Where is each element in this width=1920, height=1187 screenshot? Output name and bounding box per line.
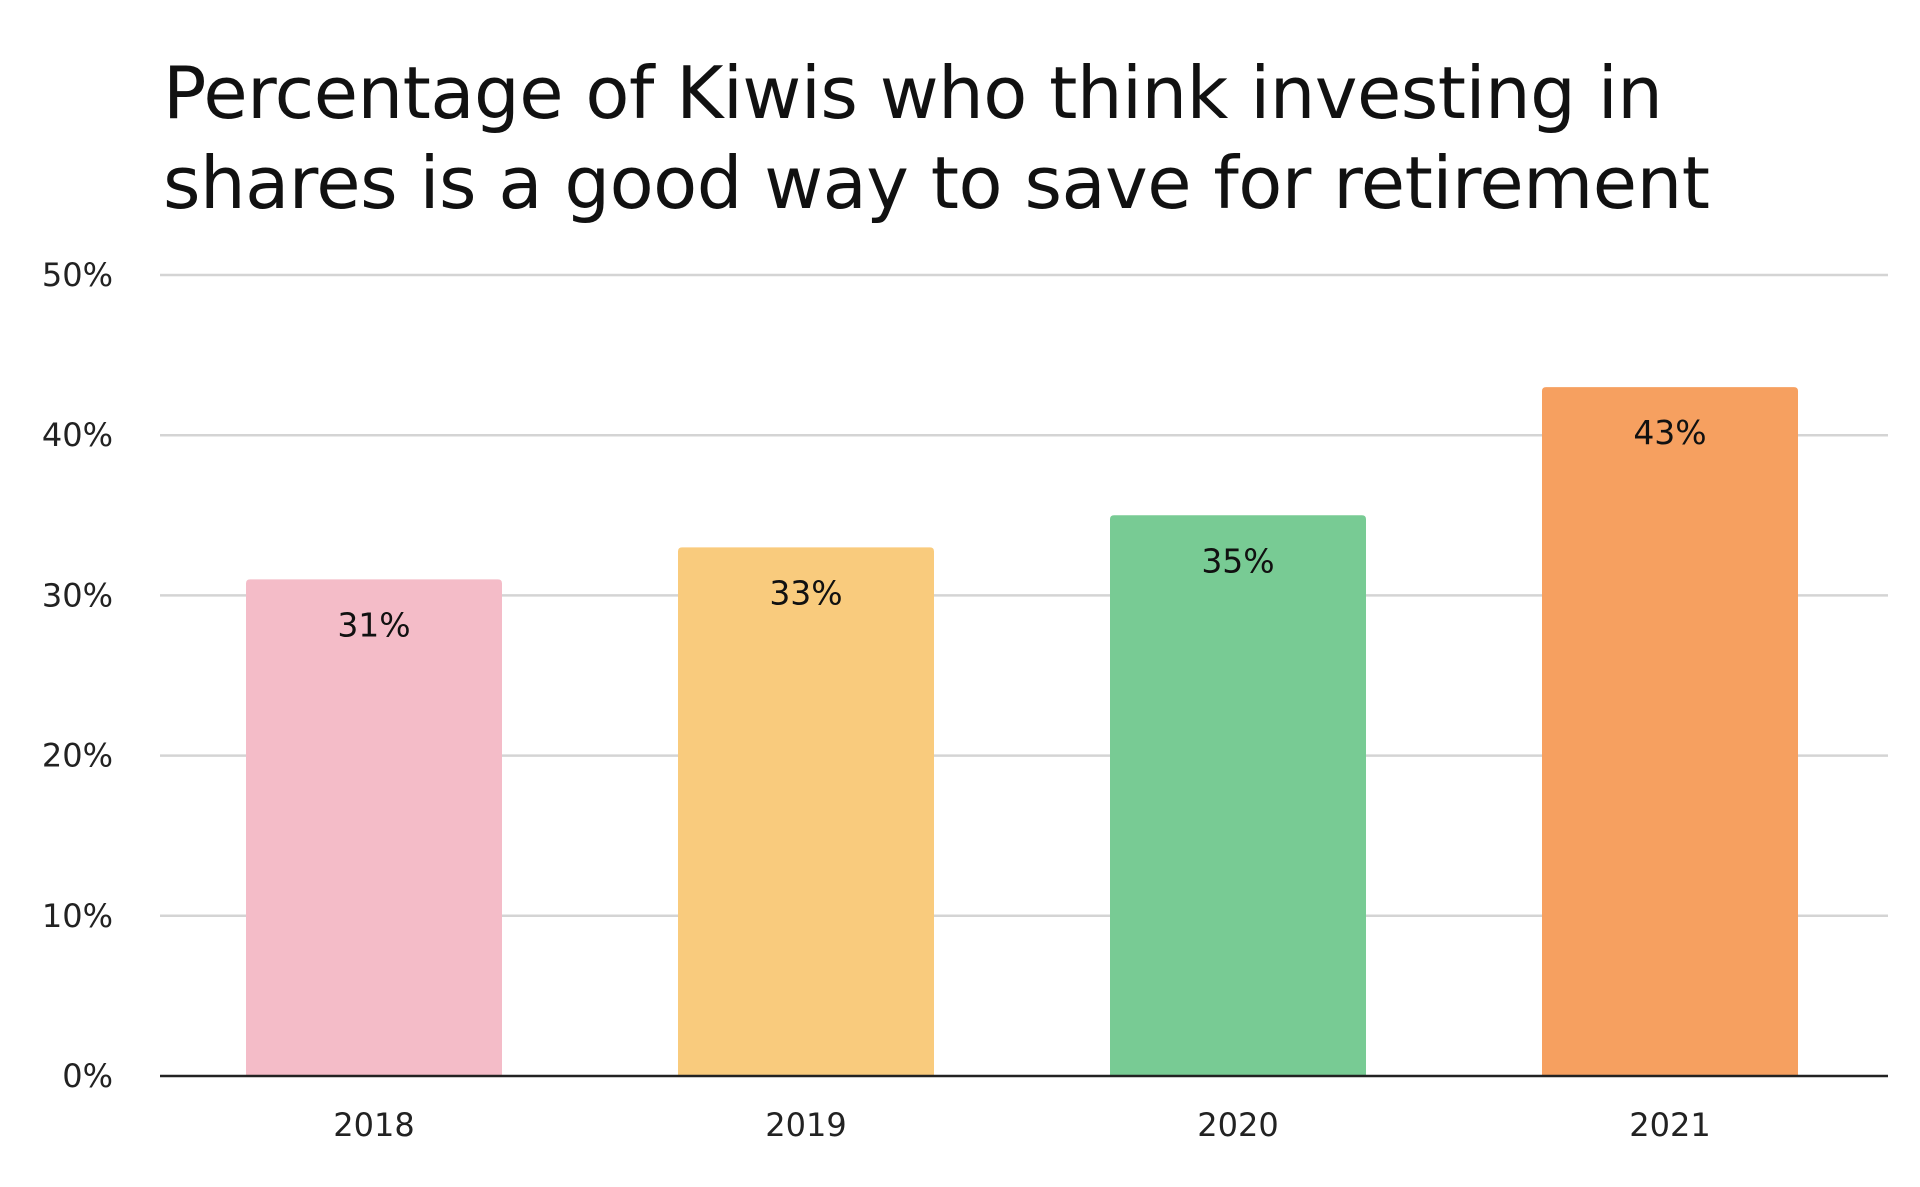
- bar-2021: [1542, 387, 1798, 1076]
- bar-2020: [1110, 515, 1366, 1076]
- x-tick-label-2018: 2018: [333, 1106, 414, 1144]
- x-tick-label-2019: 2019: [765, 1106, 846, 1144]
- y-tick-label: 10%: [42, 897, 113, 935]
- y-tick-label: 50%: [42, 256, 113, 294]
- y-tick-label: 0%: [62, 1057, 113, 1095]
- x-tick-label-2020: 2020: [1197, 1106, 1278, 1144]
- labels: 0% 10% 20% 30% 40% 50% 31% 2018 33% 2019 35% 2020 43…: [42, 256, 1711, 1144]
- data-label-2021: 43%: [1633, 413, 1706, 452]
- data-label-2020: 35%: [1201, 541, 1274, 580]
- bar-2019: [678, 547, 934, 1076]
- data-label-2018: 31%: [337, 605, 410, 644]
- x-tick-label-2021: 2021: [1629, 1106, 1710, 1144]
- bars: [246, 387, 1798, 1076]
- y-tick-label: 30%: [42, 576, 113, 614]
- bar-2018: [246, 579, 502, 1076]
- chart-title: Percentage of Kiwis who think investing …: [163, 51, 1710, 225]
- y-tick-label: 20%: [42, 737, 113, 775]
- y-tick-label: 40%: [42, 416, 113, 454]
- data-label-2019: 33%: [769, 573, 842, 612]
